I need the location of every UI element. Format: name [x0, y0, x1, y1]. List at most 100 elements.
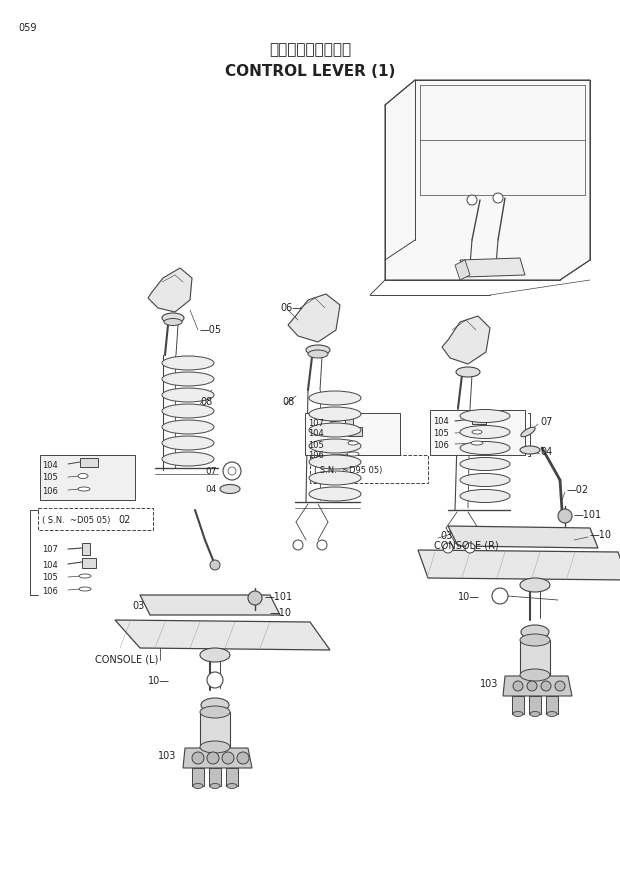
Text: 04: 04: [205, 485, 216, 494]
Text: 105: 105: [433, 430, 449, 438]
Text: 106: 106: [42, 587, 58, 595]
Ellipse shape: [456, 367, 480, 377]
Ellipse shape: [309, 423, 361, 437]
Ellipse shape: [79, 574, 91, 578]
Ellipse shape: [162, 452, 214, 466]
Text: 10—: 10—: [148, 676, 170, 686]
Ellipse shape: [309, 487, 361, 501]
Ellipse shape: [306, 345, 330, 355]
Circle shape: [493, 193, 503, 203]
Circle shape: [465, 543, 475, 553]
Ellipse shape: [460, 442, 510, 455]
Circle shape: [223, 462, 241, 480]
Ellipse shape: [200, 648, 230, 662]
Polygon shape: [148, 268, 192, 312]
Ellipse shape: [162, 372, 214, 386]
Bar: [80, 458, 98, 467]
Ellipse shape: [309, 391, 361, 405]
Circle shape: [248, 591, 262, 605]
Ellipse shape: [460, 457, 510, 471]
Text: —05: —05: [200, 325, 222, 335]
Bar: [192, 768, 204, 786]
Circle shape: [443, 543, 453, 553]
Ellipse shape: [460, 473, 510, 486]
Circle shape: [222, 752, 234, 764]
Bar: [200, 712, 230, 747]
Ellipse shape: [347, 452, 359, 456]
Circle shape: [192, 752, 204, 764]
Circle shape: [467, 195, 477, 205]
Bar: [472, 415, 486, 424]
Ellipse shape: [78, 487, 90, 491]
Ellipse shape: [309, 455, 361, 469]
Ellipse shape: [162, 404, 214, 418]
Ellipse shape: [162, 356, 214, 370]
Circle shape: [492, 588, 508, 604]
Text: 07: 07: [540, 417, 552, 427]
Ellipse shape: [79, 587, 91, 591]
Ellipse shape: [530, 711, 540, 717]
Polygon shape: [385, 80, 590, 280]
Text: 02: 02: [118, 515, 130, 525]
Ellipse shape: [210, 783, 220, 788]
Text: 103: 103: [158, 751, 176, 761]
Text: —101: —101: [574, 510, 602, 520]
Polygon shape: [418, 550, 620, 580]
Ellipse shape: [201, 698, 229, 712]
Bar: [546, 696, 558, 714]
Circle shape: [237, 752, 249, 764]
Ellipse shape: [520, 578, 550, 592]
Bar: [310, 455, 428, 483]
Circle shape: [541, 681, 551, 691]
Text: 06—: 06—: [280, 303, 302, 313]
Text: 104: 104: [308, 430, 324, 438]
Text: 105: 105: [308, 441, 324, 450]
Text: 104: 104: [42, 560, 58, 569]
Bar: [209, 768, 221, 786]
Text: 07: 07: [205, 466, 216, 476]
Text: 107: 107: [308, 418, 324, 428]
Ellipse shape: [348, 441, 358, 445]
Ellipse shape: [513, 711, 523, 717]
Ellipse shape: [309, 439, 361, 453]
Text: CONTROL LEVER (1): CONTROL LEVER (1): [225, 65, 395, 79]
Ellipse shape: [162, 388, 214, 402]
Text: 106: 106: [308, 451, 324, 460]
Circle shape: [210, 560, 220, 570]
Text: 106: 106: [42, 486, 58, 496]
Text: CONSOLE (L): CONSOLE (L): [95, 655, 158, 665]
Circle shape: [555, 681, 565, 691]
Polygon shape: [455, 260, 470, 280]
Text: 104: 104: [42, 460, 58, 470]
Text: 105: 105: [42, 473, 58, 483]
Ellipse shape: [520, 669, 550, 681]
Ellipse shape: [472, 430, 482, 434]
Ellipse shape: [200, 706, 230, 718]
Text: 操作レバー　（１）: 操作レバー （１）: [269, 43, 351, 58]
Bar: [82, 558, 96, 568]
Polygon shape: [288, 294, 340, 342]
Text: —10: —10: [590, 530, 612, 540]
Text: ( S.N.  ~D95 05): ( S.N. ~D95 05): [314, 465, 383, 475]
Text: 107: 107: [42, 546, 58, 554]
Bar: [512, 696, 524, 714]
Text: —02: —02: [567, 485, 589, 495]
Text: 105: 105: [42, 574, 58, 582]
Bar: [305, 413, 400, 455]
Polygon shape: [183, 748, 252, 768]
Ellipse shape: [460, 409, 510, 423]
Text: 08: 08: [282, 397, 294, 407]
Text: ( S.N.  ~D05 05): ( S.N. ~D05 05): [42, 517, 110, 526]
Ellipse shape: [308, 350, 328, 358]
Bar: [226, 768, 238, 786]
Text: 103: 103: [480, 679, 498, 689]
Bar: [38, 508, 153, 530]
Ellipse shape: [78, 473, 88, 478]
Circle shape: [513, 681, 523, 691]
Polygon shape: [448, 526, 598, 548]
Circle shape: [558, 509, 572, 523]
Circle shape: [207, 672, 223, 688]
Ellipse shape: [547, 711, 557, 717]
Text: 08: 08: [200, 397, 212, 407]
Text: 04: 04: [540, 447, 552, 457]
